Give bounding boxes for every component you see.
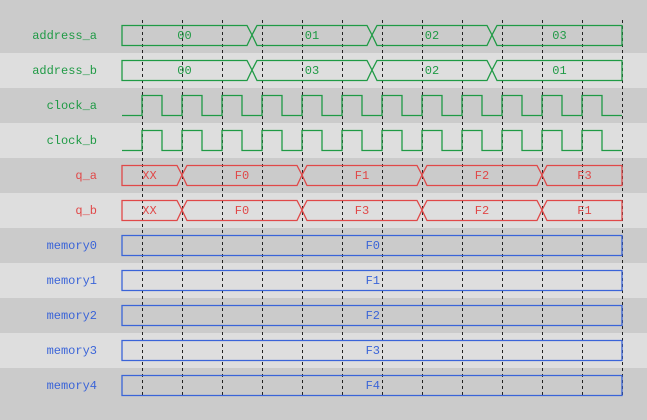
signal-label: memory2 — [47, 309, 97, 323]
bus-value: F1 — [366, 274, 380, 288]
signal-label: clock_a — [47, 99, 97, 113]
signal-address_b: address_b 00 03 02 01 — [32, 59, 623, 82]
signal-label: clock_b — [47, 134, 97, 148]
bus-value: F2 — [366, 309, 380, 323]
bus-value: F1 — [577, 204, 591, 218]
bus-segment — [541, 199, 623, 222]
signal-clock_a: clock_a — [47, 94, 622, 117]
signal-label: q_a — [75, 169, 97, 183]
bus-value: 00 — [177, 29, 191, 43]
bus-segment — [371, 59, 493, 82]
row-band — [0, 88, 647, 123]
bus-value: F0 — [235, 204, 249, 218]
bus-segment — [301, 164, 423, 187]
bus-value: F0 — [366, 239, 380, 253]
bus-value: F3 — [577, 169, 591, 183]
row-band — [0, 53, 647, 88]
bus-value: 02 — [425, 64, 439, 78]
bus-segment — [121, 304, 623, 327]
bus-segment — [491, 24, 623, 47]
bus-value: F4 — [366, 379, 380, 393]
bus-segment — [121, 59, 253, 82]
bus-value: 00 — [177, 64, 191, 78]
bus-segment — [421, 164, 543, 187]
bus-value: 03 — [305, 64, 319, 78]
signal-address_a: address_a 00 01 02 03 — [32, 24, 623, 47]
bus-segment — [251, 59, 373, 82]
bus-value: 01 — [305, 29, 319, 43]
signal-memory3: memory3 F3 — [47, 339, 623, 362]
bus-value: XX — [142, 169, 156, 183]
bus-segment — [121, 374, 623, 397]
signal-label: memory3 — [47, 344, 97, 358]
bus-segment — [301, 199, 423, 222]
signal-q_b: q_b XX F0 F3 F2 F1 — [75, 199, 623, 222]
row-band — [0, 228, 647, 263]
row-band — [0, 158, 647, 193]
clock-waveform — [122, 94, 622, 117]
row-band — [0, 123, 647, 158]
bus-segment — [121, 24, 253, 47]
row-band — [0, 0, 647, 53]
bus-value: 03 — [552, 29, 566, 43]
row-band — [0, 263, 647, 298]
bus-value: F2 — [475, 169, 489, 183]
bus-segment — [181, 164, 303, 187]
bus-segment — [121, 164, 183, 187]
bus-segment — [371, 24, 493, 47]
signal-label: q_b — [75, 204, 97, 218]
signal-memory1: memory1 F1 — [47, 269, 623, 292]
bus-segment — [491, 59, 623, 82]
row-band — [0, 298, 647, 333]
bus-value: F3 — [366, 344, 380, 358]
bus-segment — [181, 199, 303, 222]
bus-segment — [251, 24, 373, 47]
signal-q_a: q_a XX F0 F1 F2 F3 — [75, 164, 623, 187]
signal-label: address_a — [32, 29, 97, 43]
signal-label: memory4 — [47, 379, 97, 393]
bus-segment — [541, 164, 623, 187]
bus-segment — [121, 234, 623, 257]
signal-label: address_b — [32, 64, 97, 78]
signal-clock_b: clock_b — [47, 129, 622, 152]
bus-value: 01 — [552, 64, 566, 78]
signal-memory2: memory2 F2 — [47, 304, 623, 327]
bus-value: 02 — [425, 29, 439, 43]
clock-waveform — [122, 129, 622, 152]
signal-memory0: memory0 F0 — [47, 234, 623, 257]
grid-lines — [142, 20, 623, 395]
bus-value: F1 — [355, 169, 369, 183]
bus-segment — [121, 339, 623, 362]
signal-label: memory1 — [47, 274, 97, 288]
bus-segment — [121, 199, 183, 222]
bus-value: F3 — [355, 204, 369, 218]
signal-memory4: memory4 F4 — [47, 374, 623, 397]
bus-value: XX — [142, 204, 156, 218]
row-band — [0, 193, 647, 228]
bus-segment — [421, 199, 543, 222]
row-band — [0, 368, 647, 420]
bus-value: F2 — [475, 204, 489, 218]
bus-value: F0 — [235, 169, 249, 183]
signal-label: memory0 — [47, 239, 97, 253]
bus-segment — [121, 269, 623, 292]
row-band — [0, 333, 647, 368]
